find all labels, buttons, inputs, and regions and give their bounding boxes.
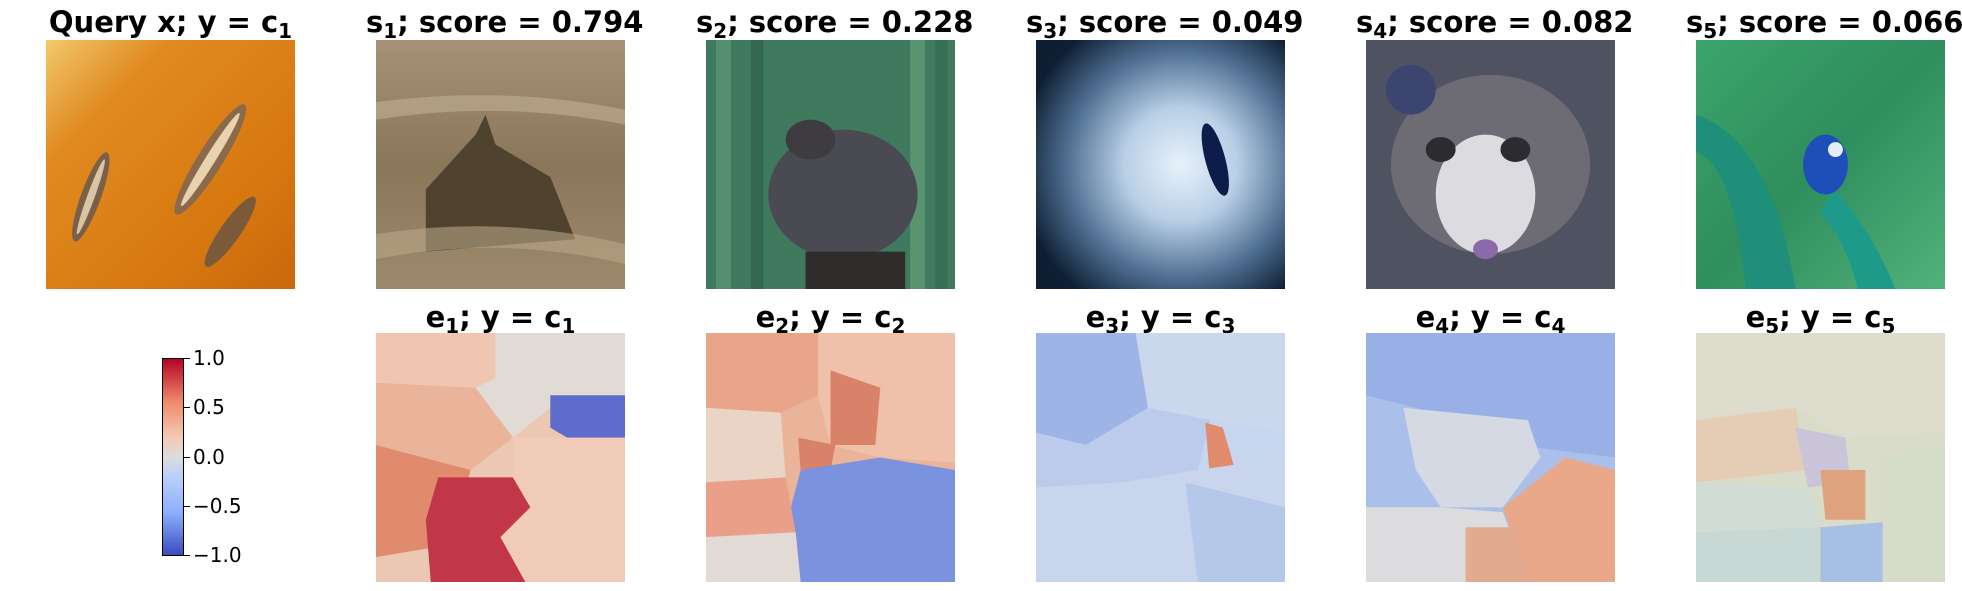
- explanation-5-title: e5; y = c5: [1745, 300, 1896, 338]
- query-image: [46, 40, 295, 289]
- sample-5-image: [1696, 40, 1945, 289]
- sample-1-title: s1; score = 0.794: [366, 5, 644, 43]
- explanation-1-title: e1; y = c1: [425, 300, 576, 338]
- explanation-4-title: e4; y = c4: [1415, 300, 1566, 338]
- sample-4-title: s4; score = 0.082: [1356, 5, 1634, 43]
- colorbar-tick: [184, 358, 190, 359]
- sample-1-image: [376, 40, 625, 289]
- sample-3-title: s3; score = 0.049: [1026, 5, 1304, 43]
- colorbar-tick: [184, 506, 190, 507]
- sample-5-title: s5; score = 0.066: [1686, 5, 1962, 43]
- explanation-1-map: [376, 333, 625, 582]
- query-title: Query x; y = c1: [48, 5, 293, 43]
- colorbar: [162, 358, 184, 556]
- colorbar-tick: [184, 555, 190, 556]
- colorbar-tick-label: −1.0: [193, 543, 242, 567]
- sample-2-title: s2; score = 0.228: [696, 5, 974, 43]
- colorbar-tick: [184, 457, 190, 458]
- sample-2-image: [706, 40, 955, 289]
- colorbar-tick-label: 0.5: [193, 395, 225, 419]
- sample-4-image: [1366, 40, 1615, 289]
- explanation-2-map: [706, 333, 955, 582]
- explanation-3-map: [1036, 333, 1285, 582]
- explanation-2-title: e2; y = c2: [755, 300, 906, 338]
- colorbar-tick: [184, 407, 190, 408]
- sample-3-image: [1036, 40, 1285, 289]
- explanation-4-map: [1366, 333, 1615, 582]
- explanation-5-map: [1696, 333, 1945, 582]
- colorbar-tick-label: 1.0: [193, 346, 225, 370]
- colorbar-tick-label: −0.5: [193, 494, 242, 518]
- colorbar-tick-label: 0.0: [193, 445, 225, 469]
- explanation-3-title: e3; y = c3: [1085, 300, 1236, 338]
